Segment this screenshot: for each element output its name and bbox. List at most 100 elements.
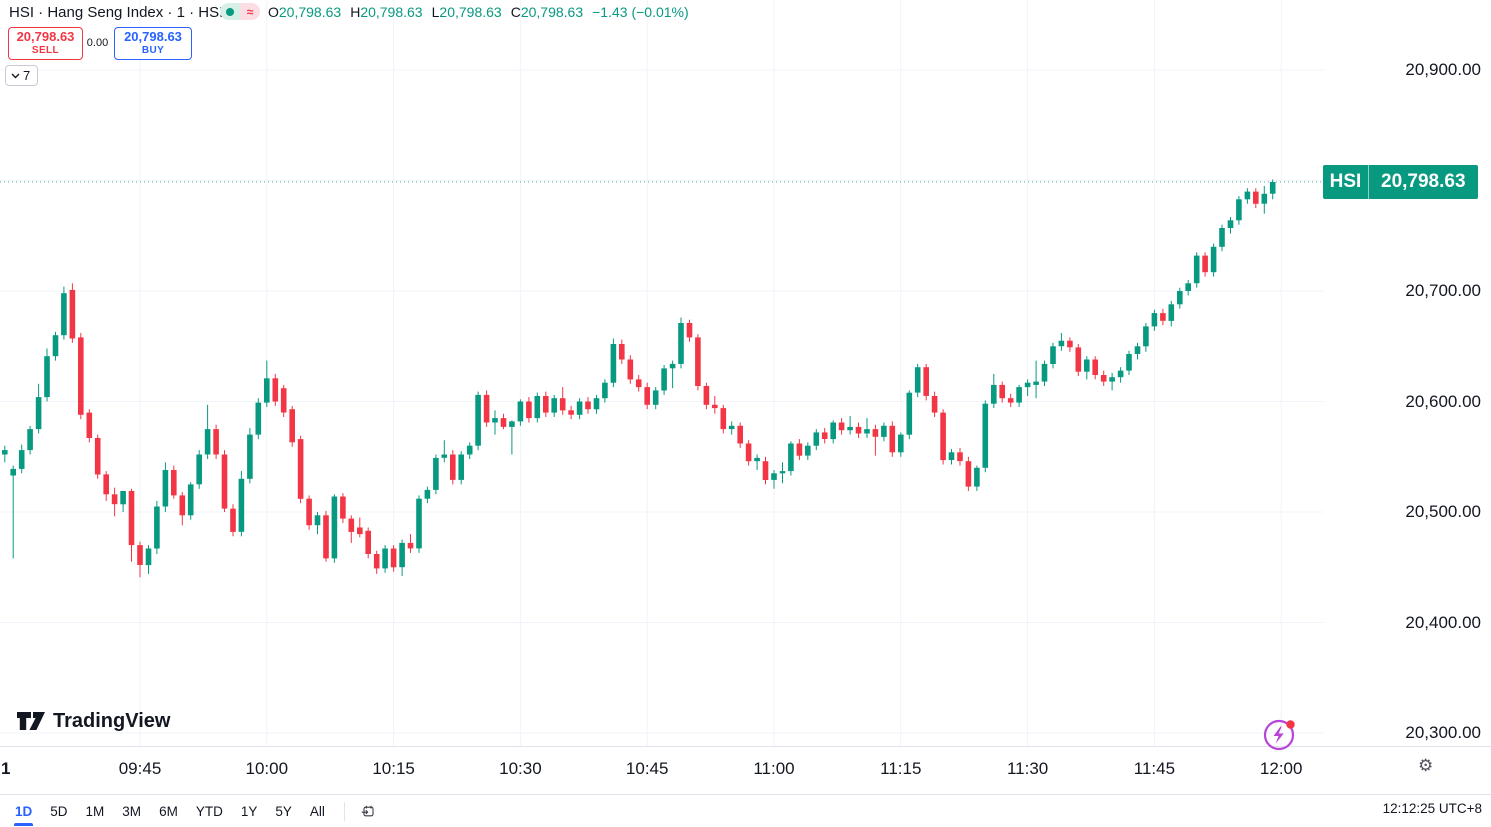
candle-body xyxy=(10,468,16,476)
candle-body xyxy=(1202,255,1208,273)
candle-body xyxy=(830,422,836,440)
time-axis-label: 11:30 xyxy=(1006,759,1049,778)
price-axis-label: 20,700.00 xyxy=(1405,281,1481,300)
candle-body xyxy=(771,473,777,480)
lightning-icon[interactable] xyxy=(1259,714,1299,754)
range-tab-1y[interactable]: 1Y xyxy=(232,798,267,826)
market-open-icon xyxy=(220,3,240,20)
object-tree-button[interactable]: 7 xyxy=(5,65,39,86)
range-tab-1m[interactable]: 1M xyxy=(77,798,114,826)
range-tab-6m[interactable]: 6M xyxy=(150,798,187,826)
candle-body xyxy=(847,426,853,431)
candle-body xyxy=(86,412,93,438)
candle-body xyxy=(247,434,253,479)
candle-body xyxy=(543,396,549,413)
buy-price: 20,798.63 xyxy=(124,29,182,45)
candle-body xyxy=(78,337,84,415)
candle-body xyxy=(796,443,803,456)
range-tab-ytd[interactable]: YTD xyxy=(187,798,232,826)
symbol-title[interactable]: HSI · Hang Seng Index · 1 · HSI xyxy=(9,4,224,21)
candle-body xyxy=(737,425,743,444)
buy-label: BUY xyxy=(141,45,165,57)
range-tab-5d[interactable]: 5D xyxy=(41,798,76,826)
candle-body xyxy=(348,518,355,532)
divider xyxy=(343,802,345,821)
candle-body xyxy=(1193,255,1200,284)
chart-pane[interactable] xyxy=(0,0,1323,746)
candle-body xyxy=(627,359,634,380)
gear-icon[interactable]: ⚙ xyxy=(1418,756,1434,776)
range-tab-3m[interactable]: 3M xyxy=(113,798,150,826)
candle-body xyxy=(1050,346,1056,364)
price-scale[interactable]: HSI 20,798.63 20,900.00 20,700.00 20,600.0… xyxy=(1323,0,1491,746)
range-tab-1d[interactable]: 1D xyxy=(6,798,41,826)
candle-body xyxy=(534,396,541,419)
candle-body xyxy=(644,387,650,405)
candle-body xyxy=(1007,398,1014,403)
date-range-tabs: 1D 5D 1M 3M 6M YTD 1Y 5Y All xyxy=(6,798,334,826)
candle-body xyxy=(754,457,760,462)
candle-body xyxy=(145,548,152,566)
candle-body xyxy=(1041,363,1048,382)
candle-body xyxy=(238,478,245,532)
market-status-pill[interactable]: ≈ xyxy=(220,3,260,20)
candle-body xyxy=(1236,199,1242,221)
candle-body xyxy=(805,445,811,456)
ohlc-h: H20,798.63 xyxy=(350,4,423,20)
candle-body xyxy=(35,397,42,430)
tradingview-logo-icon xyxy=(17,712,45,730)
range-tab-5y[interactable]: 5Y xyxy=(266,798,301,826)
candle-body xyxy=(103,474,109,495)
candle-body xyxy=(272,378,279,402)
sell-price: 20,798.63 xyxy=(16,29,75,45)
candle-body xyxy=(407,542,414,549)
last-price-value: 20,798.63 xyxy=(1368,165,1478,199)
candle-body xyxy=(314,515,321,526)
candle-body xyxy=(500,418,507,427)
candle-body xyxy=(889,425,896,453)
candle-body xyxy=(128,491,135,546)
candle-body xyxy=(1084,359,1090,372)
candle-body xyxy=(1269,182,1276,194)
candle-body xyxy=(881,425,887,437)
candle-body xyxy=(686,323,693,338)
ohlc-o: O20,798.63 xyxy=(268,4,342,20)
candle-body xyxy=(1033,381,1039,385)
candle-body xyxy=(1219,228,1225,247)
time-scale[interactable]: 1 09:45 10:00 10:15 10:30 10:45 11:00 11:15 11:3… xyxy=(0,746,1323,795)
candle-body xyxy=(365,530,371,554)
candlestick-series[interactable] xyxy=(2,179,1276,578)
sell-label: SELL xyxy=(31,45,60,57)
candle-body xyxy=(965,461,972,487)
buy-button[interactable]: 20,798.63 BUY xyxy=(114,27,192,60)
time-axis-label: 10:45 xyxy=(625,759,669,778)
candle-body xyxy=(280,388,287,413)
range-tab-all[interactable]: All xyxy=(301,798,334,826)
candle-body xyxy=(635,379,642,388)
candle-body xyxy=(323,515,329,559)
candle-body xyxy=(483,394,490,423)
go-to-date-button[interactable] xyxy=(355,800,381,824)
candle-body xyxy=(1177,291,1183,305)
sell-button[interactable]: 20,798.63 SELL xyxy=(8,27,83,60)
candle-body xyxy=(762,461,769,480)
ohlc-l: L20,798.63 xyxy=(431,4,502,20)
candle-body xyxy=(475,394,481,446)
footer-toolbar: 1D 5D 1M 3M 6M YTD 1Y 5Y All xyxy=(0,794,1491,827)
clock-utc[interactable]: 12:12:25 UTC+8 xyxy=(1382,801,1482,816)
candle-body xyxy=(179,495,186,516)
candle-body xyxy=(745,443,752,462)
time-axis-label: 11:45 xyxy=(1133,759,1176,778)
candle-body xyxy=(1253,191,1259,204)
candle-body xyxy=(1024,382,1031,388)
price-axis-label: 20,300.00 xyxy=(1405,723,1481,742)
last-price-symbol: HSI xyxy=(1329,171,1362,192)
candle-body xyxy=(652,390,659,405)
time-axis-label: 10:15 xyxy=(372,759,415,778)
candle-body xyxy=(44,356,50,398)
candle-body xyxy=(1016,387,1022,403)
axis-corner: ⚙ xyxy=(1323,746,1491,795)
candle-body xyxy=(399,542,405,568)
candle-body xyxy=(1244,191,1251,200)
